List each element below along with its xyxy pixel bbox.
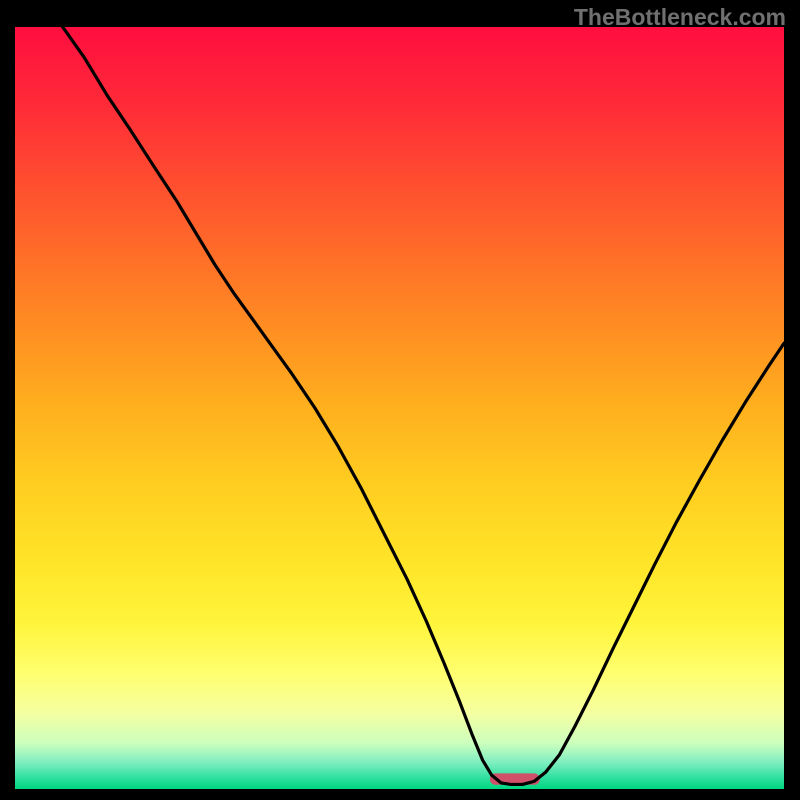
chart-root: TheBottleneck.com — [0, 0, 800, 800]
plot-canvas — [15, 27, 784, 789]
plot-area — [15, 27, 784, 789]
watermark-label: TheBottleneck.com — [574, 4, 786, 31]
